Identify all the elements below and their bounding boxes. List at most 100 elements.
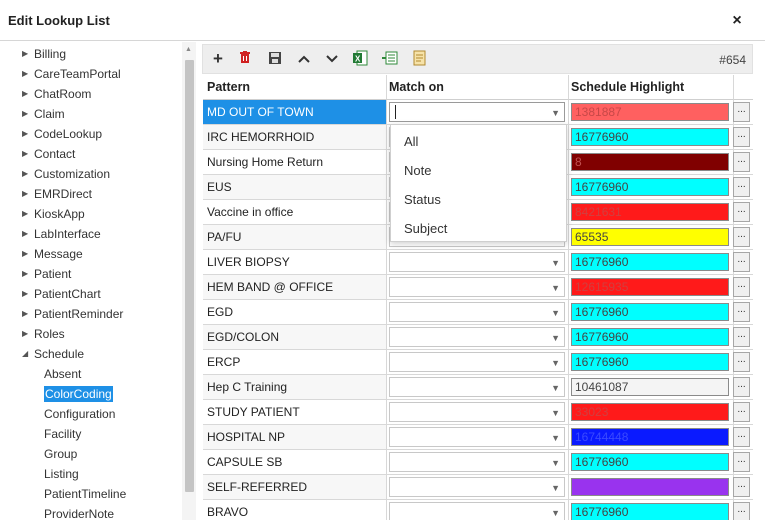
tree-child-node[interactable]: Absent xyxy=(6,364,181,384)
table-row[interactable]: HOSPITAL NP ▼ 16744448... xyxy=(203,425,753,450)
color-swatch[interactable]: 10461087 xyxy=(571,378,729,396)
tree-child-node[interactable]: PatientTimeline xyxy=(6,484,181,504)
chevron-down-icon[interactable]: ▼ xyxy=(551,108,560,118)
tree-node[interactable]: ▶ Contact xyxy=(6,144,181,164)
pattern-cell[interactable]: SELF-REFERRED xyxy=(203,475,387,500)
expand-arrow-icon[interactable]: ▶ xyxy=(22,309,29,318)
color-swatch[interactable]: 8 xyxy=(571,153,729,171)
tree-node[interactable]: ▶ Customization xyxy=(6,164,181,184)
color-picker-button[interactable]: ... xyxy=(733,252,750,272)
move-down-icon[interactable] xyxy=(323,50,341,68)
chevron-down-icon[interactable]: ▼ xyxy=(551,358,560,368)
color-picker-button[interactable]: ... xyxy=(733,427,750,447)
table-row[interactable]: LIVER BIOPSY ▼ 16776960... xyxy=(203,250,753,275)
match-on-select[interactable]: ▼ xyxy=(389,402,565,422)
match-on-cell[interactable]: ▼ xyxy=(387,250,569,275)
tree-node[interactable]: ▶ ChatRoom xyxy=(6,84,181,104)
table-row[interactable]: SELF-REFERRED ▼... xyxy=(203,475,753,500)
match-on-cell[interactable]: ▼ xyxy=(387,425,569,450)
color-picker-button[interactable]: ... xyxy=(733,352,750,372)
match-on-select[interactable]: ▼ xyxy=(389,327,565,347)
chevron-down-icon[interactable]: ▼ xyxy=(551,383,560,393)
expand-arrow-icon[interactable]: ▶ xyxy=(22,169,29,178)
chevron-down-icon[interactable]: ▼ xyxy=(551,433,560,443)
tree-node[interactable]: ▶ KioskApp xyxy=(6,204,181,224)
scroll-thumb[interactable] xyxy=(185,60,194,492)
table-row[interactable]: Hep C Training ▼ 10461087... xyxy=(203,375,753,400)
chevron-down-icon[interactable]: ▼ xyxy=(551,458,560,468)
tree-node[interactable]: ▶ CareTeamPortal xyxy=(6,64,181,84)
match-on-select[interactable]: ▼ xyxy=(389,277,565,297)
match-on-cell[interactable]: ▼ xyxy=(387,500,569,520)
dropdown-option[interactable]: Note xyxy=(404,163,432,178)
match-on-select[interactable]: ▼ xyxy=(389,502,565,520)
dropdown-option[interactable]: All xyxy=(404,134,419,149)
schedule-highlight-cell[interactable]: 16776960 xyxy=(569,350,734,375)
color-swatch[interactable]: 8421631 xyxy=(571,203,729,221)
pattern-cell[interactable]: Hep C Training xyxy=(203,375,387,400)
tree-node[interactable]: ◢ Schedule xyxy=(6,344,181,364)
chevron-down-icon[interactable]: ▼ xyxy=(551,483,560,493)
color-swatch[interactable]: 65535 xyxy=(571,228,729,246)
match-on-select[interactable]: ▼ xyxy=(389,102,565,122)
tree-node[interactable]: ▶ PatientReminder xyxy=(6,304,181,324)
schedule-highlight-cell[interactable]: 16776960 xyxy=(569,300,734,325)
pattern-cell[interactable]: EGD xyxy=(203,300,387,325)
color-picker-button[interactable]: ... xyxy=(733,277,750,297)
match-on-select[interactable]: ▼ xyxy=(389,252,565,272)
color-picker-button[interactable]: ... xyxy=(733,127,750,147)
color-picker-button[interactable]: ... xyxy=(733,377,750,397)
schedule-highlight-cell[interactable] xyxy=(569,475,734,500)
expand-arrow-icon[interactable]: ▶ xyxy=(22,49,29,58)
pattern-cell[interactable]: BRAVO xyxy=(203,500,387,520)
pattern-cell[interactable]: Vaccine in office xyxy=(203,200,387,225)
chevron-down-icon[interactable]: ▼ xyxy=(551,308,560,318)
color-picker-button[interactable]: ... xyxy=(733,477,750,497)
chevron-down-icon[interactable]: ▼ xyxy=(551,258,560,268)
color-swatch[interactable]: 16776960 xyxy=(571,253,729,271)
pattern-cell[interactable]: Nursing Home Return xyxy=(203,150,387,175)
color-picker-button[interactable]: ... xyxy=(733,402,750,422)
schedule-highlight-cell[interactable]: 16744448 xyxy=(569,425,734,450)
match-on-select[interactable]: ▼ xyxy=(389,427,565,447)
expand-arrow-icon[interactable]: ▶ xyxy=(22,269,29,278)
match-on-select[interactable]: ▼ xyxy=(389,302,565,322)
dropdown-option[interactable]: Status xyxy=(404,192,441,207)
expand-arrow-icon[interactable]: ▶ xyxy=(22,289,29,298)
color-picker-button[interactable]: ... xyxy=(733,102,750,122)
chevron-down-icon[interactable]: ▼ xyxy=(551,283,560,293)
match-on-cell[interactable]: ▼ xyxy=(387,400,569,425)
color-swatch[interactable]: 16744448 xyxy=(571,428,729,446)
table-row[interactable]: STUDY PATIENT ▼ 33023... xyxy=(203,400,753,425)
match-on-cell[interactable]: ▼ xyxy=(387,275,569,300)
table-row[interactable]: HEM BAND @ OFFICE ▼ 12615935... xyxy=(203,275,753,300)
match-on-cell[interactable]: ▼ xyxy=(387,300,569,325)
pattern-cell[interactable]: MD OUT OF TOWN xyxy=(203,100,387,125)
header-schedule-highlight[interactable]: Schedule Highlight xyxy=(569,75,734,100)
match-on-cell[interactable]: ▼ xyxy=(387,375,569,400)
chevron-down-icon[interactable]: ▼ xyxy=(551,408,560,418)
tree-child-node[interactable]: Listing xyxy=(6,464,181,484)
add-icon[interactable]: + xyxy=(213,49,223,68)
table-row[interactable]: CAPSULE SB ▼ 16776960... xyxy=(203,450,753,475)
tree-node[interactable]: ▶ CodeLookup xyxy=(6,124,181,144)
schedule-highlight-cell[interactable]: 16776960 xyxy=(569,250,734,275)
expand-arrow-icon[interactable]: ▶ xyxy=(22,249,29,258)
tree-child-node[interactable]: Group xyxy=(6,444,181,464)
expand-arrow-icon[interactable]: ▶ xyxy=(22,149,29,158)
notes-icon[interactable] xyxy=(411,50,429,68)
expand-arrow-icon[interactable]: ▶ xyxy=(22,129,29,138)
pattern-cell[interactable]: HEM BAND @ OFFICE xyxy=(203,275,387,300)
color-picker-button[interactable]: ... xyxy=(733,452,750,472)
schedule-highlight-cell[interactable]: 16776960 xyxy=(569,325,734,350)
scroll-up-icon[interactable]: ▲ xyxy=(185,46,192,53)
match-on-cell[interactable]: ▼ xyxy=(387,475,569,500)
chevron-down-icon[interactable]: ▼ xyxy=(551,333,560,343)
color-picker-button[interactable]: ... xyxy=(733,502,750,520)
pattern-cell[interactable]: EGD/COLON xyxy=(203,325,387,350)
pattern-cell[interactable]: PA/FU xyxy=(203,225,387,250)
tree-child-node[interactable]: ProviderNote xyxy=(6,504,181,520)
match-on-select[interactable]: ▼ xyxy=(389,352,565,372)
schedule-highlight-cell[interactable]: 12615935 xyxy=(569,275,734,300)
table-row[interactable]: ERCP ▼ 16776960... xyxy=(203,350,753,375)
